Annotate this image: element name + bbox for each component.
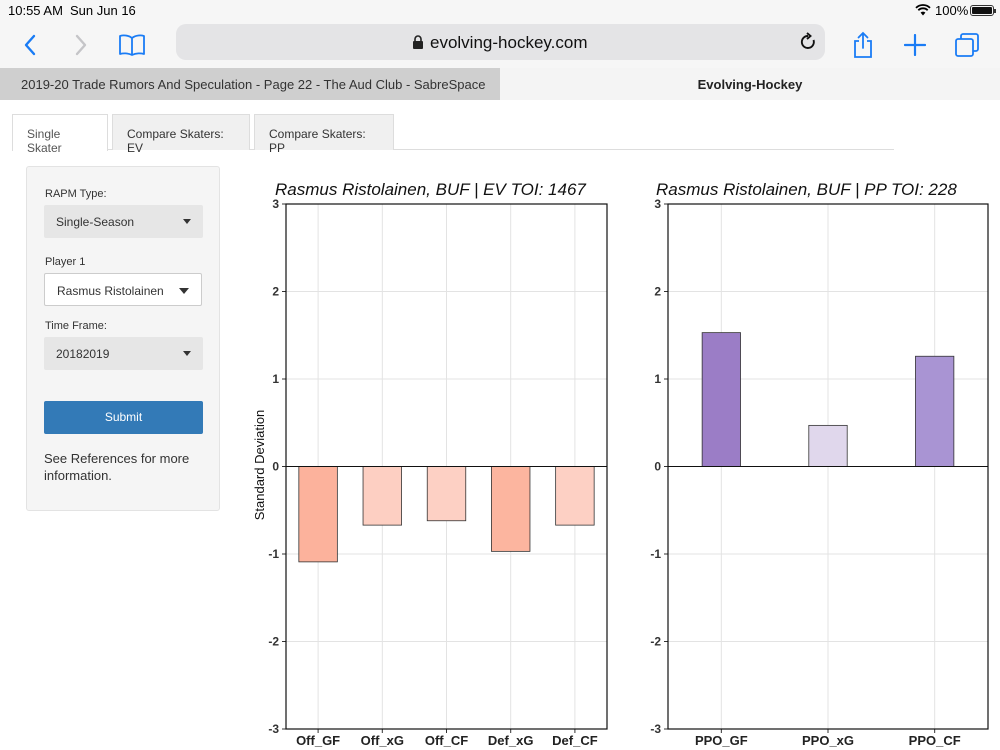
tab-compare-ev[interactable]: Compare Skaters: EV — [112, 114, 250, 155]
page-tabs: Single Skater Compare Skaters: EV Compar… — [12, 114, 894, 155]
player-select[interactable]: Rasmus Ristolainen — [44, 273, 202, 306]
lock-icon — [412, 35, 424, 55]
browser-tab-evolving-hockey[interactable]: Evolving-Hockey — [500, 68, 1000, 100]
ev-bar — [298, 466, 338, 563]
chevron-down-icon — [179, 288, 189, 294]
pp-bar — [915, 355, 955, 467]
browser-tab-label: Evolving-Hockey — [697, 77, 803, 92]
rapm-type-label: RAPM Type: — [45, 188, 107, 200]
ev-bar — [555, 466, 595, 526]
pp-ytick-label: -3 — [650, 722, 661, 736]
player-value: Rasmus Ristolainen — [57, 284, 164, 298]
forward-icon[interactable] — [64, 28, 98, 62]
time-frame-select[interactable]: 20182019 — [44, 337, 203, 370]
chevron-down-icon — [183, 351, 191, 356]
battery-percent: 100% — [935, 3, 969, 18]
ev-ytick-label: 2 — [272, 285, 279, 299]
pp-ytick-label: -2 — [650, 635, 661, 649]
ev-bar — [491, 466, 531, 552]
status-time: 10:55 AM — [8, 3, 63, 18]
rapm-type-value: Single-Season — [56, 215, 135, 229]
pp-chart-title: Rasmus Ristolainen, BUF | PP TOI: 228 — [656, 180, 957, 199]
tabs-overview-icon[interactable] — [950, 28, 984, 62]
ev-y-axis-label: Standard Deviation — [252, 410, 267, 521]
ev-ytick-label: 3 — [272, 197, 279, 211]
reload-icon[interactable] — [799, 32, 817, 57]
ev-chart-title: Rasmus Ristolainen, BUF | EV TOI: 1467 — [275, 180, 586, 199]
battery-icon — [970, 5, 996, 16]
pp-ytick-label: 2 — [654, 285, 661, 299]
address-bar[interactable]: evolving-hockey.com — [176, 24, 825, 60]
pp-ytick-label: 1 — [654, 372, 661, 386]
browser-toolbar: evolving-hockey.com — [0, 22, 1000, 68]
ev-xtick-label: Off_xG — [361, 733, 404, 748]
ev-xtick-label: Off_CF — [425, 733, 468, 748]
ev-plot-frame — [285, 203, 608, 730]
status-date: Sun Jun 16 — [70, 3, 136, 18]
back-icon[interactable] — [13, 28, 47, 62]
wifi-icon — [915, 4, 931, 19]
ev-xtick-label: Def_xG — [488, 733, 534, 748]
ev-ytick-label: 0 — [272, 460, 279, 474]
pp-xtick-label: PPO_xG — [802, 733, 854, 748]
ev-ytick-label: -1 — [268, 547, 279, 561]
pp-ytick-label: 3 — [654, 197, 661, 211]
tab-single-skater[interactable]: Single Skater — [12, 114, 108, 155]
time-frame-value: 20182019 — [56, 347, 110, 361]
new-tab-icon[interactable] — [898, 28, 932, 62]
share-icon[interactable] — [846, 28, 880, 62]
pp-plot-frame — [667, 203, 989, 730]
status-bar: 10:55 AM Sun Jun 16 100% — [0, 0, 1000, 22]
ev-ytick-label: -3 — [268, 722, 279, 736]
bookmarks-icon[interactable] — [115, 28, 149, 62]
ev-bar — [426, 466, 467, 522]
ev-ytick-label: 1 — [272, 372, 279, 386]
chevron-down-icon — [183, 219, 191, 224]
ev-xtick-label: Def_CF — [552, 733, 598, 748]
browser-tab-label: 2019-20 Trade Rumors And Speculation - P… — [21, 77, 486, 92]
rapm-type-select[interactable]: Single-Season — [44, 205, 203, 238]
submit-button[interactable]: Submit — [44, 401, 203, 434]
pp-bar — [701, 332, 741, 467]
ev-bar — [362, 466, 402, 526]
ev-ytick-label: -2 — [268, 635, 279, 649]
pp-ytick-label: -1 — [650, 547, 661, 561]
tab-compare-pp[interactable]: Compare Skaters: PP — [254, 114, 394, 155]
player-label: Player 1 — [45, 256, 86, 268]
pp-xtick-label: PPO_CF — [909, 733, 961, 748]
ev-ylabel-wrap: Standard Deviation — [252, 410, 267, 521]
controls-panel: RAPM Type: Single-Season Player 1 Rasmus… — [26, 166, 220, 511]
address-url: evolving-hockey.com — [430, 33, 588, 52]
ev-xtick-label: Off_GF — [296, 733, 340, 748]
browser-tab-sabrespace[interactable]: 2019-20 Trade Rumors And Speculation - P… — [0, 68, 522, 100]
pp-ytick-label: 0 — [654, 460, 661, 474]
references-note: See References for more information. — [44, 451, 190, 483]
pp-xtick-label: PPO_GF — [695, 733, 748, 748]
browser-tab-strip: 2019-20 Trade Rumors And Speculation - P… — [0, 68, 1000, 100]
time-frame-label: Time Frame: — [45, 320, 107, 332]
pp-bar — [808, 424, 848, 467]
